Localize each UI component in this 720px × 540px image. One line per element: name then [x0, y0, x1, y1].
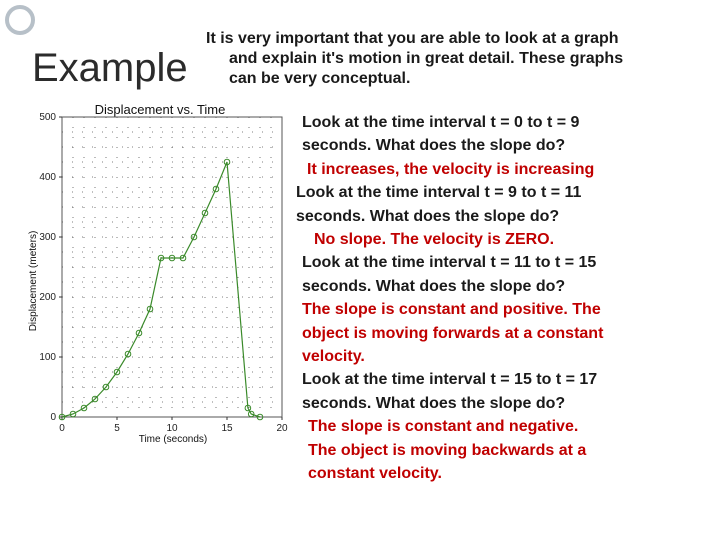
answer-line: The slope is constant and negative.	[308, 418, 579, 436]
data-point	[212, 185, 220, 193]
data-point	[157, 254, 165, 262]
y-tick-label: 0	[50, 412, 56, 423]
answer-line: It increases, the velocity is increasing	[307, 160, 595, 178]
data-point	[179, 254, 187, 262]
data-point	[256, 413, 264, 421]
answer-line: object is moving forwards at a constant	[302, 324, 604, 342]
answer-line: The slope is constant and positive. The	[302, 301, 601, 319]
question-line: Look at the time interval t = 9 to t = 1…	[296, 184, 582, 202]
answer-line: velocity.	[302, 348, 365, 365]
y-tick-label: 400	[39, 172, 56, 183]
question-line: seconds. What does the slope do?	[302, 137, 566, 155]
data-point	[146, 305, 154, 313]
data-point	[190, 233, 198, 241]
displacement-time-chart: 0 100 200 300 400 500 0 5 10 15 20 Displacement vs.…	[22, 100, 292, 445]
decorative-ring-icon	[5, 5, 35, 35]
question-line: seconds. What does the slope do?	[302, 277, 566, 295]
data-point	[113, 368, 121, 376]
question-line: seconds. What does the slope do?	[296, 207, 560, 225]
data-point	[69, 410, 77, 418]
data-point	[58, 413, 66, 421]
answer-line: constant velocity.	[308, 465, 442, 482]
question-line: Look at the time interval t = 11 to t = …	[302, 254, 597, 272]
chart-svg: 0 100 200 300 400 500 0 5 10 15 20 Displacement vs.…	[28, 102, 288, 445]
data-point	[223, 158, 231, 166]
y-axis-label: Displacement (meters)	[28, 231, 39, 332]
x-axis-label: Time (seconds)	[139, 434, 208, 445]
y-tick-label: 200	[39, 292, 56, 303]
data-point	[244, 404, 252, 412]
chart-title: Displacement vs. Time	[95, 102, 226, 117]
series-line	[61, 161, 261, 418]
intro-line: can be very conceptual.	[229, 70, 411, 87]
question-line: seconds. What does the slope do?	[302, 394, 566, 412]
y-tick-label: 300	[39, 232, 56, 243]
intro-line: and explain it's motion in great detail.…	[229, 50, 624, 67]
data-point	[91, 395, 99, 403]
question-line: Look at the time interval t = 15 to t = …	[302, 371, 598, 389]
data-point	[247, 410, 255, 418]
data-point	[102, 383, 110, 391]
data-point	[80, 404, 88, 412]
x-tick-label: 15	[221, 423, 233, 434]
intro-paragraph: It is very important that you are able t…	[206, 29, 686, 89]
question-line: Look at the time interval t = 0 to t = 9	[302, 114, 580, 131]
x-tick-label: 5	[114, 423, 120, 434]
intro-line: It is very important that you are able t…	[206, 30, 619, 47]
answer-line: The object is moving backwards at a	[308, 441, 587, 459]
x-tick-label: 10	[166, 423, 178, 434]
data-point	[124, 350, 132, 358]
y-tick-label: 500	[39, 112, 56, 123]
x-tick-label: 20	[276, 423, 288, 434]
x-tick-label: 0	[59, 423, 65, 434]
answer-line: No slope. The velocity is ZERO.	[314, 231, 555, 248]
data-point	[168, 254, 176, 262]
slide-heading: Example	[32, 46, 188, 90]
data-point	[201, 209, 209, 217]
y-tick-label: 100	[39, 352, 56, 363]
data-point	[135, 329, 143, 337]
